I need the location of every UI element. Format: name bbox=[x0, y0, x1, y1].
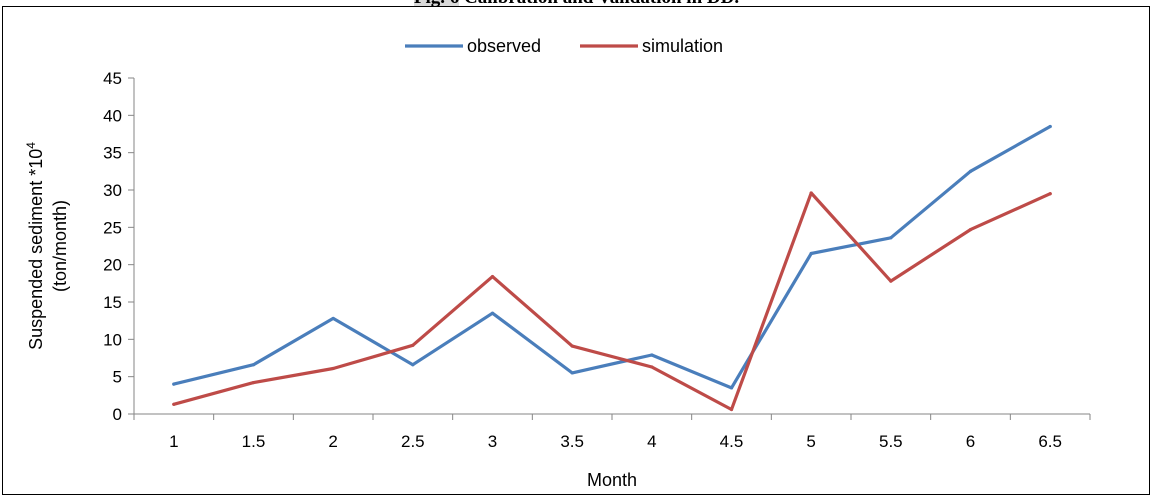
data-point-observed bbox=[172, 382, 176, 386]
x-tick-label: 5 bbox=[806, 432, 815, 451]
data-point-simulation bbox=[490, 275, 495, 279]
data-point-observed bbox=[729, 386, 734, 390]
y-tick-label: 0 bbox=[113, 405, 122, 424]
figure-caption: Fig. 6 Calibration and Validation in DD. bbox=[0, 0, 1153, 8]
data-point-simulation bbox=[1048, 192, 1052, 196]
y-tick-label: 35 bbox=[103, 144, 122, 163]
data-point-simulation bbox=[251, 381, 256, 385]
chart-axes: 0 5 10 15 20 25 30 35 40 45 1 1.5 2 2.5 3 3.5 4 4.5 5 5.5 6 6… bbox=[103, 69, 1091, 451]
x-tick-label: 1 bbox=[169, 432, 178, 451]
y-axis-title-line-1: Suspended sediment *10 bbox=[26, 149, 46, 350]
figure-caption-text: Calibration and Validation in DD. bbox=[459, 0, 739, 8]
figure-caption-band: Fig. 6 Calibration and Validation in DD. bbox=[0, 0, 1153, 8]
x-tick-label: 5.5 bbox=[879, 432, 903, 451]
chart-series-layer bbox=[172, 124, 1052, 412]
y-tick-label: 30 bbox=[103, 181, 122, 200]
series-line-observed bbox=[172, 124, 1052, 390]
y-axis-title-line-2: (ton/month) bbox=[50, 200, 70, 292]
data-point-simulation bbox=[650, 365, 654, 369]
y-tick-label: 25 bbox=[103, 218, 122, 237]
x-tick-label: 4 bbox=[647, 432, 656, 451]
legend-label-observed: observed bbox=[467, 36, 541, 56]
series-line-simulation bbox=[172, 191, 1052, 412]
x-tick-label: 1.5 bbox=[242, 432, 266, 451]
x-tick-label: 2 bbox=[328, 432, 337, 451]
data-point-observed bbox=[650, 353, 654, 357]
data-point-observed bbox=[570, 371, 574, 375]
data-point-simulation bbox=[411, 343, 415, 347]
data-point-observed bbox=[490, 311, 495, 315]
data-point-simulation bbox=[331, 366, 335, 371]
x-tick-label: 4.5 bbox=[720, 432, 744, 451]
y-axis-title: Suspended sediment *104 bbox=[24, 142, 46, 350]
data-point-simulation bbox=[729, 407, 734, 412]
y-tick-label: 10 bbox=[103, 330, 122, 349]
data-point-observed bbox=[411, 363, 415, 367]
chart-legend: observed simulation bbox=[405, 36, 723, 56]
x-tick-label: 3.5 bbox=[560, 432, 584, 451]
data-point-observed bbox=[331, 316, 335, 321]
x-tick-label: 6.5 bbox=[1038, 432, 1062, 451]
data-point-observed bbox=[889, 236, 893, 240]
x-axis-title: Month bbox=[587, 470, 637, 490]
y-tick-label: 5 bbox=[113, 368, 122, 387]
y-tick-label: 45 bbox=[103, 69, 122, 88]
legend-label-simulation: simulation bbox=[642, 36, 723, 56]
data-point-simulation bbox=[809, 191, 813, 195]
y-tick-label: 40 bbox=[103, 106, 122, 125]
y-tick-label: 15 bbox=[103, 293, 122, 312]
data-point-simulation bbox=[172, 402, 176, 406]
data-point-observed bbox=[1048, 124, 1052, 129]
y-tick-label: 20 bbox=[103, 256, 122, 275]
data-point-observed bbox=[809, 251, 813, 256]
data-point-observed bbox=[968, 169, 973, 173]
data-point-simulation bbox=[889, 279, 893, 283]
figure-caption-label: Fig. 6 bbox=[413, 0, 460, 8]
x-tick-label: 2.5 bbox=[401, 432, 425, 451]
y-axis-title-superscript: 4 bbox=[24, 142, 38, 149]
data-point-simulation bbox=[968, 227, 973, 232]
data-point-simulation bbox=[570, 344, 574, 348]
x-tick-label: 3 bbox=[488, 432, 497, 451]
data-point-observed bbox=[251, 363, 256, 367]
x-tick-label: 6 bbox=[966, 432, 975, 451]
